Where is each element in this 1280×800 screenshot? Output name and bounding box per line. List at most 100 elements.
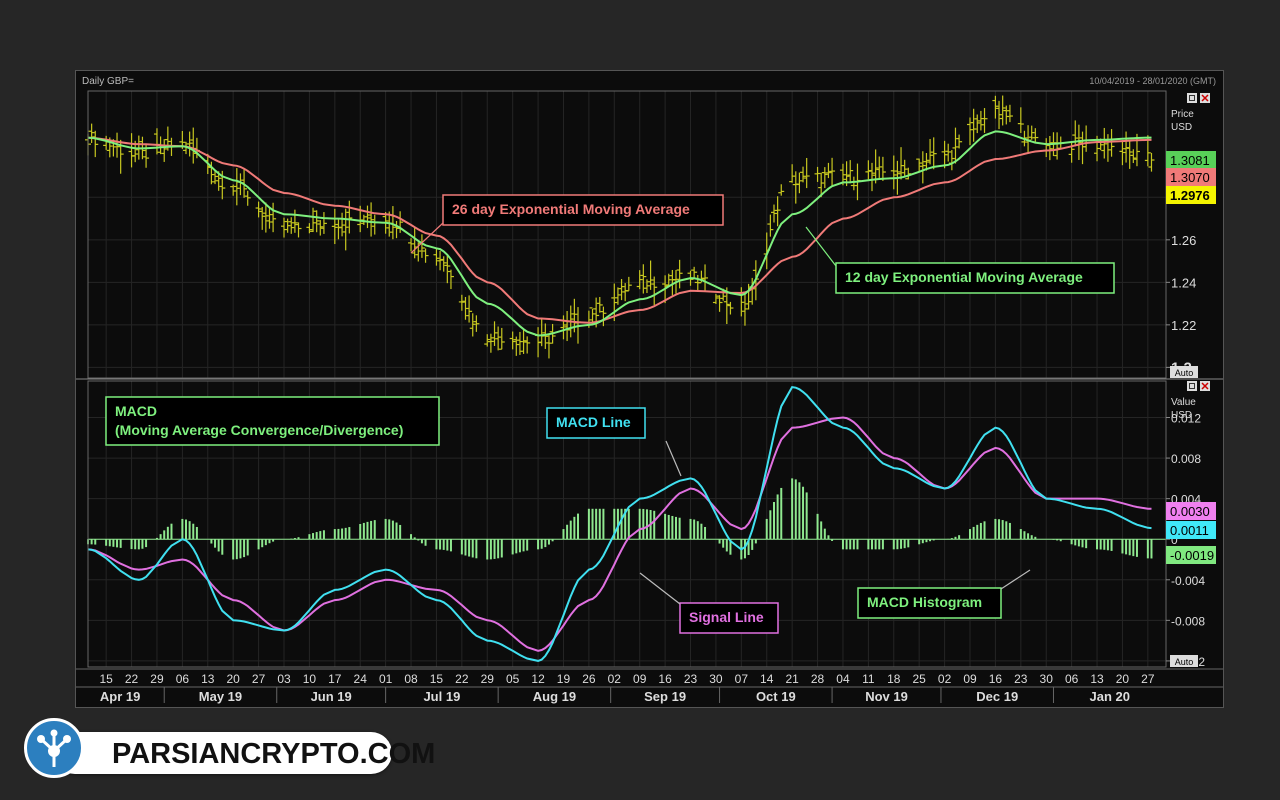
price-bar	[153, 128, 160, 155]
price-bar	[310, 207, 317, 233]
histogram-value-badge-text: -0.0019	[1170, 548, 1214, 563]
ema12-annotation-box	[835, 262, 1115, 294]
price-bar	[339, 212, 346, 237]
macd-tick-label: 0.012	[1171, 412, 1201, 426]
x-day-tick-label: 09	[633, 672, 647, 686]
price-bar	[956, 134, 963, 149]
macd-line-annotation-box	[546, 407, 646, 439]
price-bar	[999, 95, 1006, 126]
x-day-tick-label: 10	[303, 672, 317, 686]
price-bar	[190, 127, 197, 164]
price-bar	[440, 256, 447, 272]
macd-line-annotation: MACD Line	[546, 407, 646, 439]
price-bar	[774, 196, 781, 227]
x-day-tick-label: 25	[913, 672, 927, 686]
price-tick-label: 1.26	[1171, 233, 1196, 248]
price-bar	[270, 202, 277, 233]
price-bar	[513, 336, 520, 356]
price-bar	[516, 331, 523, 355]
price-bar	[647, 260, 654, 290]
price-bar	[600, 306, 607, 327]
macd-value-badge-text: 0.0011	[1170, 523, 1209, 538]
ema12-value-badge-bg	[1166, 151, 1216, 169]
price-bar	[495, 326, 502, 351]
price-bar	[640, 264, 647, 294]
x-month-label: Aug 19	[533, 689, 576, 704]
price-bar	[288, 217, 295, 234]
price-bar	[1028, 125, 1035, 140]
price-bar	[1119, 140, 1126, 166]
price-bar	[161, 139, 168, 162]
price-bar	[1032, 128, 1039, 144]
x-day-tick-label: 06	[176, 672, 190, 686]
x-day-tick-label: 02	[938, 672, 952, 686]
last-price-badge-bg	[1166, 186, 1216, 204]
x-day-tick-label: 27	[1141, 672, 1155, 686]
price-bar	[814, 166, 821, 182]
maximize-icon[interactable]	[1187, 93, 1197, 103]
price-bar	[890, 155, 897, 190]
price-bar	[291, 209, 298, 233]
x-day-tick-label: 21	[785, 672, 799, 686]
price-bar	[255, 201, 262, 218]
price-bar	[418, 234, 425, 258]
price-bar	[818, 172, 825, 198]
price-bar	[614, 287, 621, 305]
signal-value-badge: 0.0030	[1166, 502, 1216, 520]
ema26-leader	[410, 222, 444, 254]
price-bar	[901, 159, 908, 178]
macd-tick-label: 0	[1171, 533, 1178, 547]
x-day-tick-label: 29	[150, 672, 164, 686]
price-bar	[295, 222, 302, 238]
x-day-tick-label: 19	[557, 672, 571, 686]
histogram-annotation-text: MACD Histogram	[867, 594, 982, 610]
price-bar	[916, 158, 923, 172]
macd-auto-button[interactable]: Auto	[1170, 655, 1198, 667]
price-bar	[665, 273, 672, 287]
macd-value-badge-bg	[1166, 521, 1216, 539]
x-month-label: Jul 19	[423, 689, 460, 704]
date-range: 10/04/2019 - 28/01/2020 (GMT)	[1089, 76, 1216, 86]
price-auto-button[interactable]: Auto	[1170, 366, 1198, 378]
price-bar	[306, 223, 313, 234]
histogram-value-badge: -0.0019	[1166, 546, 1216, 564]
price-bar	[821, 167, 828, 189]
x-month-label: Oct 19	[756, 689, 796, 704]
x-day-tick-label: 06	[1065, 672, 1079, 686]
ema26-annotation-box	[442, 194, 724, 226]
price-bar	[364, 205, 371, 229]
price-bar	[589, 307, 596, 324]
price-bar	[1046, 136, 1053, 161]
price-bar	[676, 259, 683, 289]
price-bar	[244, 190, 251, 206]
price-bar	[745, 283, 752, 310]
price-bar	[596, 296, 603, 313]
histogram-annotation: MACD Histogram	[857, 587, 1002, 619]
price-bar	[92, 130, 99, 158]
price-bar	[850, 176, 857, 191]
price-bar	[491, 321, 498, 346]
price-bar	[346, 200, 353, 234]
ema12-line	[87, 130, 1152, 337]
price-bar	[284, 218, 291, 233]
svg-text:Auto: Auto	[1175, 368, 1194, 378]
price-bar	[927, 138, 934, 165]
last-price-badge: 1.2976	[1166, 186, 1216, 204]
price-tick-label: 1.22	[1171, 318, 1196, 333]
maximize-icon[interactable]	[1187, 381, 1197, 391]
x-month-label: Nov 19	[865, 689, 908, 704]
price-bar	[422, 248, 429, 263]
x-day-tick-label: 17	[328, 672, 342, 686]
price-bar	[433, 249, 440, 266]
price-bar	[865, 160, 872, 180]
price-bar	[727, 301, 734, 315]
x-day-tick-label: 14	[760, 672, 774, 686]
price-bar	[320, 212, 327, 234]
x-day-tick-label: 18	[887, 672, 901, 686]
x-day-tick-label: 28	[811, 672, 825, 686]
x-month-label: Apr 19	[100, 689, 140, 704]
x-day-tick-label: 26	[582, 672, 596, 686]
price-bar	[212, 170, 219, 185]
price-bar	[847, 160, 854, 184]
macd-title-annotation: MACD (Moving Average Convergence/Divergen…	[105, 396, 440, 446]
